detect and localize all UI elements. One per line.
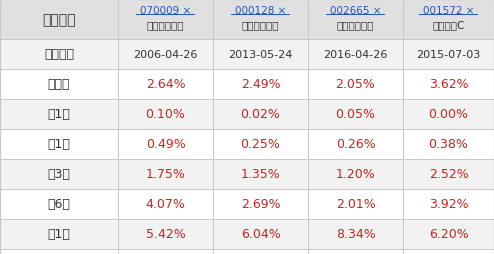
Bar (0, 70, 494, 100)
Text: 近6月: 近6月 (47, 198, 71, 211)
Text: 今年来: 今年来 (48, 78, 70, 91)
Text: 阶段收益: 阶段收益 (42, 13, 76, 27)
Text: 001572 ×: 001572 × (423, 6, 474, 16)
Text: 4.07%: 4.07% (146, 198, 185, 211)
Text: 0.26%: 0.26% (335, 138, 375, 151)
Bar (0, 100, 494, 130)
Text: 070009 ×: 070009 × (140, 6, 191, 16)
Text: 8.34%: 8.34% (335, 228, 375, 241)
Text: 嘉实超短唂唂: 嘉实超短唂唂 (147, 20, 184, 30)
Text: 成立日期: 成立日期 (44, 48, 74, 61)
Text: 2006-04-26: 2006-04-26 (133, 50, 198, 60)
Text: 000128 ×: 000128 × (235, 6, 286, 16)
Bar (0, 219, 494, 249)
Bar (0, 0, 494, 40)
Bar (0, 40, 494, 70)
Text: 6.04%: 6.04% (241, 228, 281, 241)
Text: 0.00%: 0.00% (428, 108, 468, 121)
Text: 2013-05-24: 2013-05-24 (228, 50, 292, 60)
Text: 近3月: 近3月 (47, 168, 71, 181)
Text: 5.42%: 5.42% (146, 228, 185, 241)
Text: 0.49%: 0.49% (146, 138, 185, 151)
Text: 太成显安短融: 太成显安短融 (242, 20, 279, 30)
Text: 近1年: 近1年 (47, 228, 71, 241)
Text: 0.05%: 0.05% (335, 108, 375, 121)
Text: 002665 ×: 002665 × (330, 6, 381, 16)
Text: 嘉合磐石C: 嘉合磐石C (432, 20, 465, 30)
Text: 2.64%: 2.64% (146, 78, 185, 91)
Text: 6.20%: 6.20% (429, 228, 468, 241)
Text: 0.38%: 0.38% (429, 138, 468, 151)
Bar (0, 130, 494, 159)
Text: 2016-04-26: 2016-04-26 (323, 50, 388, 60)
Text: 2.05%: 2.05% (335, 78, 375, 91)
Text: 0.10%: 0.10% (146, 108, 185, 121)
Text: 0.02%: 0.02% (241, 108, 281, 121)
Text: 2.69%: 2.69% (241, 198, 280, 211)
Text: 1.35%: 1.35% (241, 168, 281, 181)
Text: 2015-07-03: 2015-07-03 (416, 50, 481, 60)
Text: 0.25%: 0.25% (241, 138, 281, 151)
Text: 2.49%: 2.49% (241, 78, 280, 91)
Text: 2.52%: 2.52% (429, 168, 468, 181)
Text: 3.92%: 3.92% (429, 198, 468, 211)
Text: 3.62%: 3.62% (429, 78, 468, 91)
Bar (0, 159, 494, 189)
Text: 2.01%: 2.01% (335, 198, 375, 211)
Text: 1.75%: 1.75% (146, 168, 185, 181)
Text: 1.20%: 1.20% (335, 168, 375, 181)
Text: 近1月: 近1月 (47, 138, 71, 151)
Bar (0, 189, 494, 219)
Text: 近1周: 近1周 (47, 108, 71, 121)
Text: 万家瑞和灵活: 万家瑞和灵活 (337, 20, 374, 30)
